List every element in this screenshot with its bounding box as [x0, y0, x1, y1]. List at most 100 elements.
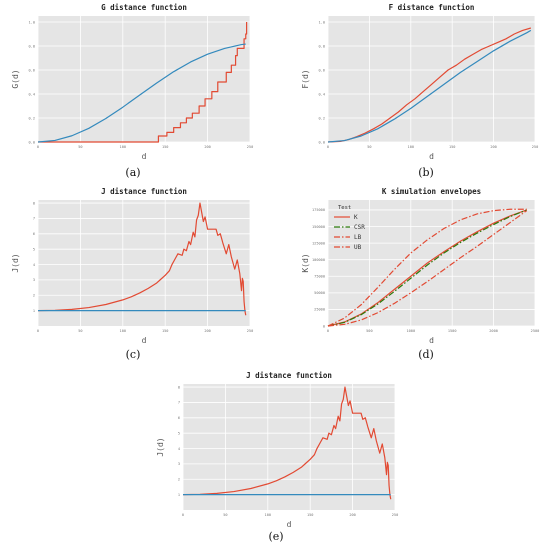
x-tick-label: 200: [204, 329, 211, 333]
x-axis-label: d: [142, 152, 147, 161]
x-tick-label: 50: [223, 513, 227, 517]
caption-e: (e): [268, 530, 284, 543]
y-tick-label: 4: [33, 263, 35, 267]
chart-b-svg: F distance function 0 50 100 150 200 250 0.0 0.2…: [301, 3, 539, 161]
x-tick-label: 250: [392, 513, 399, 517]
y-tick-label: 8: [178, 385, 180, 389]
series-line-1: [327, 209, 527, 327]
chart-c-svg: J distance function 0 50 100 150 200 250 1 2 3 4 5 6…: [11, 187, 254, 345]
chart-d-svg: K simulation envelopes 0 500 1000 1500 2000 25…: [301, 187, 540, 345]
x-tick-label: 100: [408, 145, 415, 149]
y-tick-label: 6: [178, 416, 180, 420]
x-tick-label: 200: [490, 145, 497, 149]
x-tick-label: 100: [120, 329, 127, 333]
y-tick-label: 3: [178, 462, 180, 466]
y-tick-label: 25000: [314, 308, 325, 312]
caption-c: (c): [125, 348, 141, 361]
legend-label: LB: [354, 234, 362, 241]
x-tick-label: 0: [182, 513, 184, 517]
series-line-1: [37, 43, 246, 143]
y-tick-label: 1.0: [29, 20, 36, 24]
y-tick-label: 0.6: [29, 68, 36, 72]
series-line-1: [327, 29, 532, 143]
y-tick-label: 0.8: [319, 44, 326, 48]
chart-title: K simulation envelopes: [382, 187, 481, 196]
y-tick-label: 7: [33, 217, 35, 221]
x-axis-label: d: [142, 336, 147, 345]
chart-title: G distance function: [101, 3, 187, 12]
y-axis-label: J(d): [11, 253, 20, 272]
x-tick-label: 0: [37, 145, 39, 149]
x-tick-label: 200: [204, 145, 211, 149]
legend-label: UB: [354, 244, 362, 251]
x-tick-label: 150: [162, 145, 169, 149]
series-line-3: [327, 208, 527, 327]
y-tick-label: 2: [178, 478, 180, 482]
x-tick-label: 50: [78, 329, 82, 333]
legend-label: CSR: [354, 224, 365, 231]
chart-title: J distance function: [101, 187, 187, 196]
plot-area: [38, 16, 250, 142]
x-tick-label: 50: [78, 145, 82, 149]
plot-area: [328, 16, 535, 142]
chart-panel-c: J distance function 0 50 100 150 200 250 1 2 3 4 5 6…: [0, 183, 255, 345]
x-tick-label: 150: [162, 329, 169, 333]
chart-e-svg: J distance function 0 50 100 150 200 250 1 2 3 4 5 6…: [156, 371, 399, 529]
x-tick-label: 150: [449, 145, 456, 149]
y-axis-label: K(d): [301, 253, 310, 272]
x-tick-label: 50: [367, 145, 371, 149]
y-tick-label: 5: [178, 431, 180, 435]
x-tick-label: 250: [247, 145, 254, 149]
y-axis-label: J(d): [156, 437, 165, 456]
y-tick-label: 7: [178, 401, 180, 405]
y-tick-label: 175000: [312, 208, 325, 212]
series-line-0: [37, 202, 247, 316]
y-tick-label: 1: [33, 309, 35, 313]
series-line-0: [327, 27, 532, 143]
y-tick-label: 0: [323, 324, 325, 328]
y-tick-label: 0.4: [29, 92, 36, 96]
caption-b: (b): [418, 166, 434, 179]
y-tick-label: 0.0: [319, 140, 326, 144]
caption-a: (a): [125, 166, 141, 179]
y-tick-label: 100000: [312, 258, 325, 262]
y-tick-label: 0.6: [319, 68, 326, 72]
x-tick-label: 0: [37, 329, 39, 333]
x-tick-label: 1500: [448, 329, 457, 333]
y-tick-label: 0.4: [319, 92, 326, 96]
y-tick-label: 150000: [312, 225, 325, 229]
x-tick-label: 250: [532, 145, 539, 149]
y-tick-label: 3: [33, 278, 35, 282]
y-tick-label: 0.8: [29, 44, 36, 48]
x-tick-label: 250: [247, 329, 254, 333]
y-tick-label: 0.2: [319, 116, 326, 120]
x-tick-label: 200: [349, 513, 356, 517]
chart-panel-d: K simulation envelopes 0 500 1000 1500 2000 25…: [293, 183, 543, 345]
x-tick-label: 0: [327, 145, 329, 149]
chart-title: F distance function: [389, 3, 475, 12]
y-tick-label: 8: [33, 201, 35, 205]
y-tick-label: 125000: [312, 241, 325, 245]
caption-d: (d): [418, 348, 434, 361]
x-tick-label: 100: [265, 513, 272, 517]
y-tick-label: 5: [33, 247, 35, 251]
y-tick-label: 0.0: [29, 140, 36, 144]
y-tick-label: 6: [33, 232, 35, 236]
chart-panel-b: F distance function 0 50 100 150 200 250 0.0 0.2…: [293, 0, 543, 162]
x-tick-label: 2500: [531, 329, 540, 333]
y-axis-label: F(d): [301, 69, 310, 88]
series-line-0: [182, 386, 392, 500]
y-axis-label: G(d): [11, 69, 20, 88]
x-tick-label: 2000: [489, 329, 498, 333]
y-tick-label: 1.0: [319, 20, 326, 24]
legend-title: Test: [338, 205, 351, 211]
x-tick-label: 0: [327, 329, 329, 333]
chart-panel-e: J distance function 0 50 100 150 200 250 1 2 3 4 5 6…: [145, 367, 400, 529]
x-tick-label: 500: [366, 329, 373, 333]
chart-a-svg: G distance function 0 50 100 150 200 250 0.0 0.2…: [11, 3, 254, 161]
x-tick-label: 150: [307, 513, 314, 517]
y-tick-label: 0.2: [29, 116, 36, 120]
x-axis-label: d: [429, 152, 434, 161]
legend-label: K: [354, 214, 358, 221]
chart-panel-a: G distance function 0 50 100 150 200 250 0.0 0.2…: [0, 0, 255, 162]
